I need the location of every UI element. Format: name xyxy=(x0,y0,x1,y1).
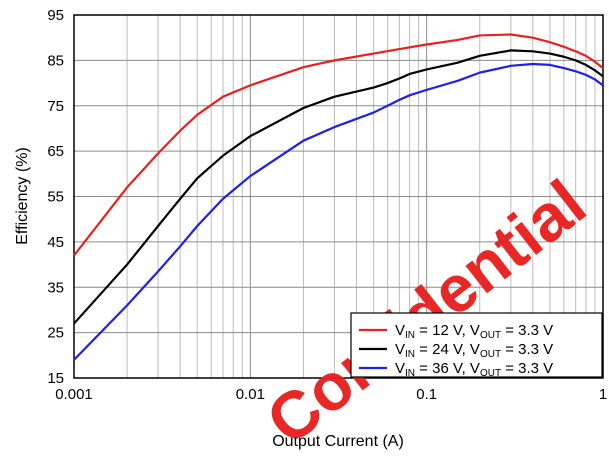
series-line xyxy=(73,33,604,257)
x-tick-label: 0.1 xyxy=(416,386,437,403)
y-tick-label: 55 xyxy=(47,189,64,206)
legend-entry: VIN = 12 V, VOUT = 3.3 V xyxy=(395,322,553,341)
y-tick-label: 65 xyxy=(47,143,64,160)
y-tick-label: 45 xyxy=(47,234,64,251)
x-tick-label: 0.001 xyxy=(55,386,93,403)
y-tick-label: 85 xyxy=(47,52,64,69)
tick-labels: 15 25 35 45 55 65 75 85 95 0.001 0.01 0.1 1 xyxy=(47,7,607,403)
confidential-watermark: Confidential xyxy=(253,165,599,458)
plot-frame xyxy=(73,14,604,379)
y-tick-label: 25 xyxy=(47,325,64,342)
series-line xyxy=(73,62,604,361)
y-axis-title: Efficiency (%) xyxy=(14,147,31,245)
y-tick-label: 35 xyxy=(47,279,64,296)
series-lines xyxy=(73,33,604,361)
y-tick-label: 75 xyxy=(47,98,64,115)
series-line xyxy=(73,49,604,325)
y-tick-label: 15 xyxy=(47,370,64,387)
legend-box xyxy=(350,312,603,378)
x-tick-label: 1 xyxy=(599,386,607,403)
x-axis-title: Output Current (A) xyxy=(272,433,404,450)
legend-entry: VIN = 24 V, VOUT = 3.3 V xyxy=(395,341,553,360)
legend-entry: VIN = 36 V, VOUT = 3.3 V xyxy=(395,360,553,379)
x-tick-label: 0.01 xyxy=(236,386,265,403)
watermark-text: Confidential xyxy=(253,165,599,458)
y-tick-label: 95 xyxy=(47,7,64,24)
